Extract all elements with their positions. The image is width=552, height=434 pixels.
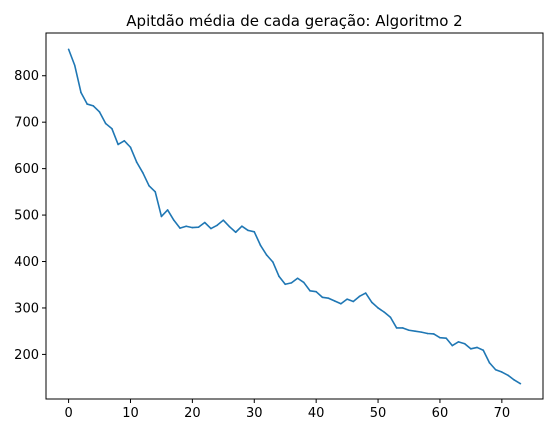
data-point <box>142 172 144 174</box>
data-point <box>451 344 454 347</box>
plot-area <box>67 48 522 385</box>
y-axis: 200 300 400 500 600 700 800 <box>14 69 46 363</box>
data-point <box>408 329 410 332</box>
x-tick-label: 60 <box>432 406 449 421</box>
data-point <box>482 349 485 352</box>
data-point <box>117 143 119 146</box>
data-point <box>284 283 287 286</box>
data-point <box>358 295 361 298</box>
data-point <box>439 336 441 339</box>
data-point <box>98 111 101 113</box>
data-point <box>470 348 472 350</box>
data-point <box>340 302 342 305</box>
data-point <box>228 225 231 228</box>
data-point <box>476 346 478 349</box>
data-point <box>135 161 138 163</box>
data-point <box>333 300 336 302</box>
data-point <box>203 221 206 224</box>
data-point <box>80 91 82 94</box>
x-tick-label: 10 <box>122 406 139 421</box>
data-point <box>321 296 324 299</box>
data-point <box>166 209 169 211</box>
y-tick-label: 500 <box>14 209 39 224</box>
data-point <box>104 122 107 125</box>
data-point <box>247 229 249 232</box>
data-point <box>86 103 88 105</box>
data-point <box>185 225 187 228</box>
y-tick-label: 700 <box>14 116 39 131</box>
series-line-0 <box>67 48 521 385</box>
data-point <box>241 225 243 228</box>
data-point <box>160 215 163 218</box>
data-point <box>173 219 175 221</box>
data-point <box>179 227 181 229</box>
data-point <box>290 282 293 284</box>
data-point <box>253 230 256 233</box>
axes-frame <box>45 32 544 400</box>
data-point <box>445 337 447 339</box>
data-point <box>513 379 516 381</box>
data-point <box>234 231 237 234</box>
data-point <box>315 290 317 293</box>
data-point <box>346 298 348 300</box>
data-point <box>92 105 95 107</box>
y-tick-label: 300 <box>14 301 39 316</box>
x-axis: 0 10 20 30 40 50 60 70 <box>64 399 510 421</box>
data-point <box>414 330 416 332</box>
x-tick-label: 30 <box>246 406 263 421</box>
data-point <box>494 368 497 371</box>
data-point <box>296 277 299 280</box>
data-point <box>501 371 503 373</box>
data-point <box>402 327 404 329</box>
x-tick-label: 0 <box>64 406 72 421</box>
data-point <box>123 139 126 142</box>
y-tick-label: 600 <box>14 162 39 177</box>
data-point <box>426 332 429 335</box>
chart-title: Apitdão média de cada geração: Algoritmo… <box>126 12 462 30</box>
data-point <box>302 281 305 284</box>
data-point <box>395 327 398 329</box>
data-point <box>111 127 113 130</box>
data-point <box>463 342 466 345</box>
data-point <box>278 275 280 278</box>
data-point <box>148 185 150 187</box>
data-point <box>519 382 522 385</box>
data-point <box>420 331 423 333</box>
data-point <box>352 300 355 303</box>
data-point <box>73 64 76 67</box>
data-point <box>389 316 392 319</box>
data-point <box>327 297 330 300</box>
data-point <box>488 361 491 364</box>
x-tick-label: 20 <box>184 406 201 421</box>
data-point <box>154 191 157 193</box>
data-point <box>216 224 218 227</box>
y-tick-label: 200 <box>14 348 39 363</box>
x-tick-label: 40 <box>308 406 325 421</box>
y-tick-label: 800 <box>14 69 39 84</box>
data-point <box>197 226 200 228</box>
data-point <box>383 311 386 313</box>
data-point <box>507 374 509 377</box>
data-point <box>309 289 311 292</box>
data-point <box>129 146 132 149</box>
data-point <box>222 219 225 221</box>
data-point <box>364 292 367 294</box>
data-point <box>272 261 274 263</box>
data-point <box>210 227 212 230</box>
data-point <box>457 341 460 343</box>
x-tick-label: 70 <box>494 406 511 421</box>
x-tick-label: 50 <box>370 406 387 421</box>
data-point <box>432 333 435 335</box>
data-point <box>371 301 373 304</box>
data-point <box>265 254 268 256</box>
data-point <box>67 48 70 51</box>
data-point <box>259 244 262 247</box>
data-point <box>191 226 194 229</box>
data-point <box>377 307 379 309</box>
y-tick-label: 400 <box>14 255 39 270</box>
